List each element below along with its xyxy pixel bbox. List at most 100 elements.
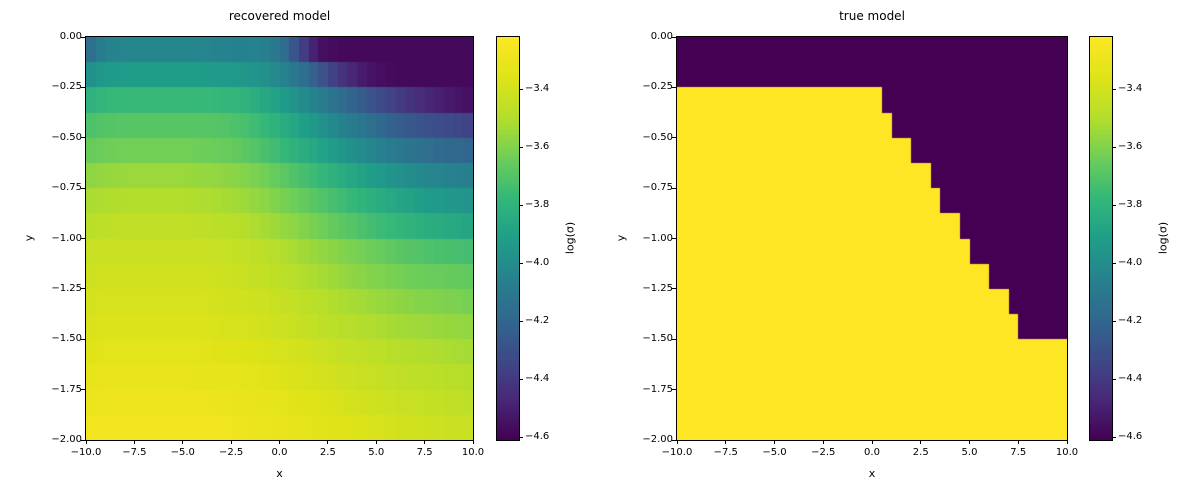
x-tick-label: 2.5 [319, 447, 336, 458]
x-tick-mark [472, 440, 474, 444]
panel-title-true: true model [839, 9, 905, 23]
y-tick-label: −1.25 [51, 282, 82, 294]
x-tick-label: −10.0 [70, 447, 102, 458]
x-tick-label: 7.5 [416, 447, 433, 458]
x-tick-mark [85, 440, 87, 444]
true-x-axis-label: x [868, 467, 876, 480]
colorbar-tick-label: −4.6 [1118, 431, 1143, 443]
y-tick-mark [672, 338, 676, 340]
panel-title-recovered: recovered model [228, 9, 331, 23]
y-tick-mark [672, 288, 676, 290]
y-tick-mark [81, 338, 85, 340]
x-tick-label: −2.5 [811, 447, 836, 458]
colorbar-tick-mark [1112, 88, 1116, 90]
y-tick-label: −0.50 [51, 131, 82, 143]
y-tick-mark [81, 288, 85, 290]
x-tick-label: 2.5 [912, 447, 929, 458]
y-tick-label: −0.25 [51, 81, 82, 93]
x-tick-mark [230, 440, 232, 444]
y-tick-label: −1.75 [642, 383, 673, 395]
colorbar-tick-label: −4.0 [525, 257, 550, 269]
y-tick-label: −0.50 [642, 131, 673, 143]
colorbar-tick-label: −4.0 [1118, 257, 1143, 269]
true-colorbar [1090, 37, 1112, 440]
x-tick-mark [1017, 440, 1019, 444]
colorbar-tick-mark [1112, 146, 1116, 148]
x-tick-label: −7.5 [122, 447, 147, 458]
x-tick-label: 0.0 [864, 447, 880, 458]
recovered-colorbar-label: log(σ) [563, 221, 577, 255]
x-tick-label: −5.0 [762, 447, 787, 458]
colorbar-tick-label: −3.6 [525, 141, 550, 153]
colorbar-tick-label: −4.2 [525, 315, 550, 327]
recovered-x-axis-label: x [276, 467, 283, 480]
colorbar-tick-label: −3.4 [525, 83, 550, 95]
x-tick-mark [725, 440, 727, 444]
colorbar-tick-label: −4.4 [525, 373, 550, 385]
y-tick-mark [81, 389, 85, 391]
x-tick-label: 5.0 [961, 447, 978, 458]
recovered-model-heatmap [86, 37, 473, 440]
x-tick-label: −10.0 [661, 447, 693, 458]
y-tick-label: −1.75 [51, 383, 82, 395]
colorbar-tick-mark [1112, 378, 1116, 380]
true-colorbar-label: log(σ) [1156, 221, 1170, 255]
y-tick-label: −0.75 [51, 182, 82, 194]
colorbar-tick-label: −3.4 [1118, 83, 1143, 95]
true-model-heatmap [677, 37, 1067, 440]
colorbar-tick-label: −4.2 [1118, 315, 1143, 327]
colorbar-tick-mark [519, 88, 523, 90]
x-tick-label: 10.0 [1055, 447, 1079, 458]
x-tick-label: −2.5 [218, 447, 244, 458]
colorbar-tick-mark [1112, 204, 1116, 206]
y-tick-mark [672, 187, 676, 189]
colorbar-tick-label: −4.6 [525, 431, 550, 443]
x-tick-label: −5.0 [170, 447, 195, 458]
x-tick-label: 7.5 [1010, 447, 1027, 458]
x-tick-mark [375, 440, 377, 444]
x-tick-label: 5.0 [368, 447, 385, 458]
x-tick-mark [424, 440, 426, 444]
colorbar-tick-mark [519, 320, 523, 322]
y-tick-label: −2.00 [51, 434, 82, 445]
y-tick-mark [672, 137, 676, 139]
colorbar-tick-mark [519, 204, 523, 206]
x-tick-mark [920, 440, 922, 444]
colorbar-tick-mark [519, 262, 523, 264]
colorbar-tick-mark [1112, 436, 1116, 438]
x-tick-mark [1066, 440, 1068, 444]
true-y-axis-label: y [614, 234, 628, 242]
y-tick-mark [81, 36, 85, 38]
y-tick-label: 0.00 [650, 31, 673, 42]
colorbar-tick-label: −3.6 [1118, 141, 1143, 153]
x-tick-mark [871, 440, 873, 444]
colorbar-tick-label: −3.8 [525, 199, 550, 211]
y-tick-label: −1.00 [642, 232, 673, 244]
y-tick-label: −1.00 [51, 232, 82, 244]
colorbar-tick-mark [519, 436, 523, 438]
y-tick-label: −0.75 [642, 182, 673, 194]
y-tick-mark [672, 439, 676, 441]
colorbar-tick-mark [519, 146, 523, 148]
x-tick-mark [774, 440, 775, 444]
y-tick-mark [672, 36, 676, 38]
y-tick-label: 0.00 [59, 31, 82, 42]
colorbar-tick-mark [1112, 320, 1116, 322]
colorbar-tick-mark [1112, 262, 1116, 264]
y-tick-mark [672, 86, 676, 88]
x-tick-mark [327, 440, 329, 444]
x-tick-label: −7.5 [713, 447, 738, 458]
y-tick-mark [672, 238, 676, 239]
x-tick-mark [133, 440, 135, 444]
colorbar-tick-mark [519, 378, 523, 380]
colorbar-tick-label: −3.8 [1118, 199, 1143, 211]
x-tick-label: 10.0 [461, 447, 485, 458]
x-tick-mark [676, 440, 678, 444]
x-tick-mark [279, 440, 280, 444]
x-tick-mark [969, 440, 970, 444]
y-tick-mark [81, 187, 85, 189]
y-tick-mark [81, 137, 85, 139]
y-tick-mark [81, 238, 85, 239]
y-tick-mark [672, 389, 676, 391]
